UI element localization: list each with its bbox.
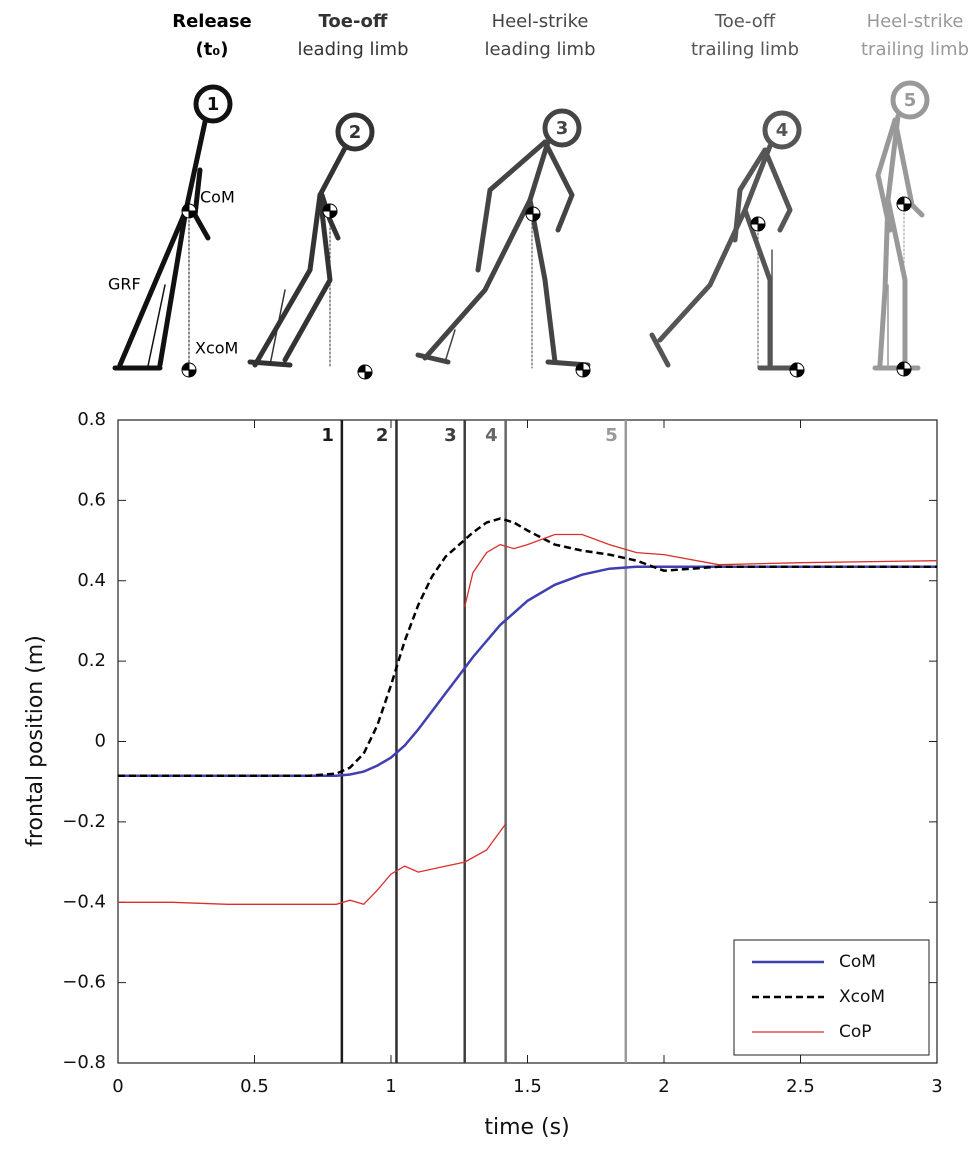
stick-figure	[247, 112, 375, 369]
phase-subtitle: leading limb	[297, 39, 408, 60]
com-markers	[181, 196, 912, 380]
stick-figure	[415, 108, 591, 369]
x-axis-label: time (s)	[484, 1115, 569, 1140]
legend-label: CoM	[839, 952, 876, 972]
phase-number: 4	[776, 120, 789, 141]
legend-label: XcoM	[839, 987, 885, 1007]
y-axis-label: frontal position (m)	[23, 635, 48, 847]
y-tick-label: −0.8	[62, 1052, 106, 1073]
y-tick-label: 0.6	[77, 489, 106, 510]
phase-number: 5	[904, 90, 917, 111]
x-tick-label: 2.5	[786, 1076, 815, 1097]
x-tick-label: 0	[112, 1076, 123, 1097]
x-tick-label: 2	[658, 1076, 669, 1097]
stick-figure	[649, 110, 802, 371]
com-label: CoM	[200, 188, 235, 207]
grf-label: GRF	[108, 275, 141, 294]
x-tick-label: 0.5	[240, 1076, 269, 1097]
phase-labels: Release (t₀) Toe-off leading limb Heel-s…	[172, 11, 969, 60]
event-label: 2	[376, 425, 389, 446]
event-label: 1	[321, 425, 334, 446]
phase-subtitle: trailing limb	[861, 39, 969, 60]
phase-subtitle: trailing limb	[691, 39, 799, 60]
stick-figure	[112, 84, 233, 371]
event-label: 4	[485, 425, 498, 446]
phase-title: Toe-off	[319, 11, 388, 32]
event-label: 3	[444, 425, 457, 446]
phase-subtitle: leading limb	[484, 39, 595, 60]
stick-figure	[872, 80, 930, 371]
phase-number: 1	[207, 94, 220, 115]
y-tick-label: −0.6	[62, 972, 106, 993]
phase-numbers: 1 2 3 4 5	[207, 90, 917, 143]
phase-title: Heel-strike	[867, 11, 964, 32]
series-line	[118, 517, 937, 777]
y-tick-label: 0	[95, 731, 106, 752]
series-line	[118, 533, 938, 906]
y-tick-label: 0.2	[77, 650, 106, 671]
x-tick-label: 1	[385, 1076, 396, 1097]
phase-subtitle: (t₀)	[196, 39, 229, 60]
legend-label: CoP	[839, 1022, 872, 1042]
x-tick-label: 1.5	[513, 1076, 542, 1097]
series-line	[118, 565, 937, 777]
y-tick-label: 0.4	[77, 570, 106, 591]
y-tick-label: 0.8	[77, 409, 106, 430]
phase-title: Release	[172, 11, 252, 32]
phase-title: Toe-off	[714, 11, 776, 32]
x-tick-label: 3	[931, 1076, 942, 1097]
y-tick-label: −0.2	[62, 811, 106, 832]
y-tick-label: −0.4	[62, 891, 106, 912]
xcom-label: XcoM	[195, 339, 238, 358]
phase-number: 2	[349, 122, 362, 143]
event-label: 5	[605, 425, 618, 446]
phase-title: Heel-strike	[492, 11, 589, 32]
phase-number: 3	[556, 118, 569, 139]
